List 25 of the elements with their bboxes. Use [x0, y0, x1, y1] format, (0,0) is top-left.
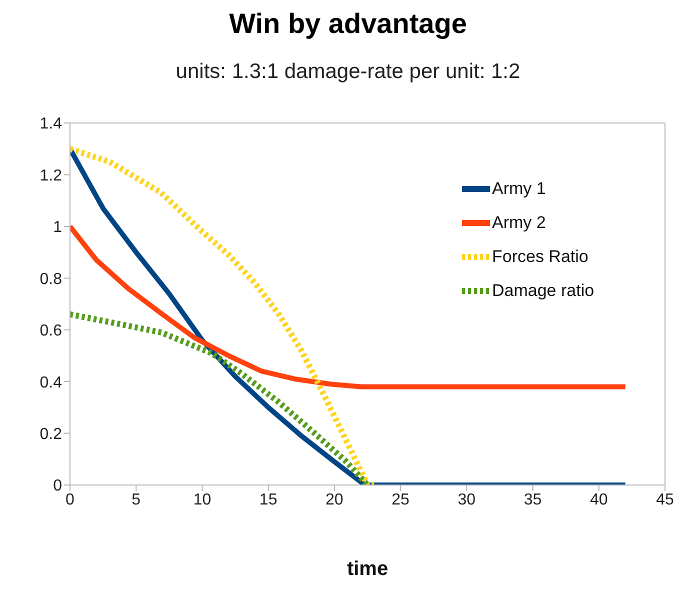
- legend-label: Damage ratio: [492, 281, 594, 301]
- y-tick-label: 1.4: [40, 116, 62, 133]
- x-tick-label: 35: [524, 491, 542, 508]
- legend-label: Army 1: [492, 179, 546, 199]
- x-tick-label: 15: [259, 491, 278, 508]
- x-tick-label: 30: [458, 491, 476, 508]
- y-tick-label: 0: [53, 478, 62, 495]
- x-tick-label: 45: [656, 491, 674, 508]
- chart-subtitle: units: 1.3:1 damage-rate per unit: 1:2: [174, 60, 522, 84]
- x-tick-label: 40: [590, 491, 608, 508]
- x-tick-label: 10: [193, 491, 212, 508]
- x-axis-title: time: [346, 558, 388, 580]
- y-tick-label: 0.6: [40, 322, 62, 340]
- chart-title: Win by advantage: [228, 8, 468, 40]
- y-tick-label: 0.2: [40, 426, 62, 443]
- x-tick-label: 0: [66, 491, 75, 508]
- y-tick-label: 1.2: [40, 167, 62, 184]
- x-tick-label: 25: [392, 491, 410, 508]
- y-tick-label: 0.4: [40, 374, 62, 392]
- legend-label: Army 2: [492, 213, 546, 233]
- x-tick-label: 5: [132, 491, 141, 508]
- x-tick-label: 20: [326, 491, 344, 508]
- legend-label: Forces Ratio: [492, 247, 588, 267]
- y-tick-label: 1: [53, 219, 62, 236]
- y-tick-label: 0.8: [40, 270, 62, 288]
